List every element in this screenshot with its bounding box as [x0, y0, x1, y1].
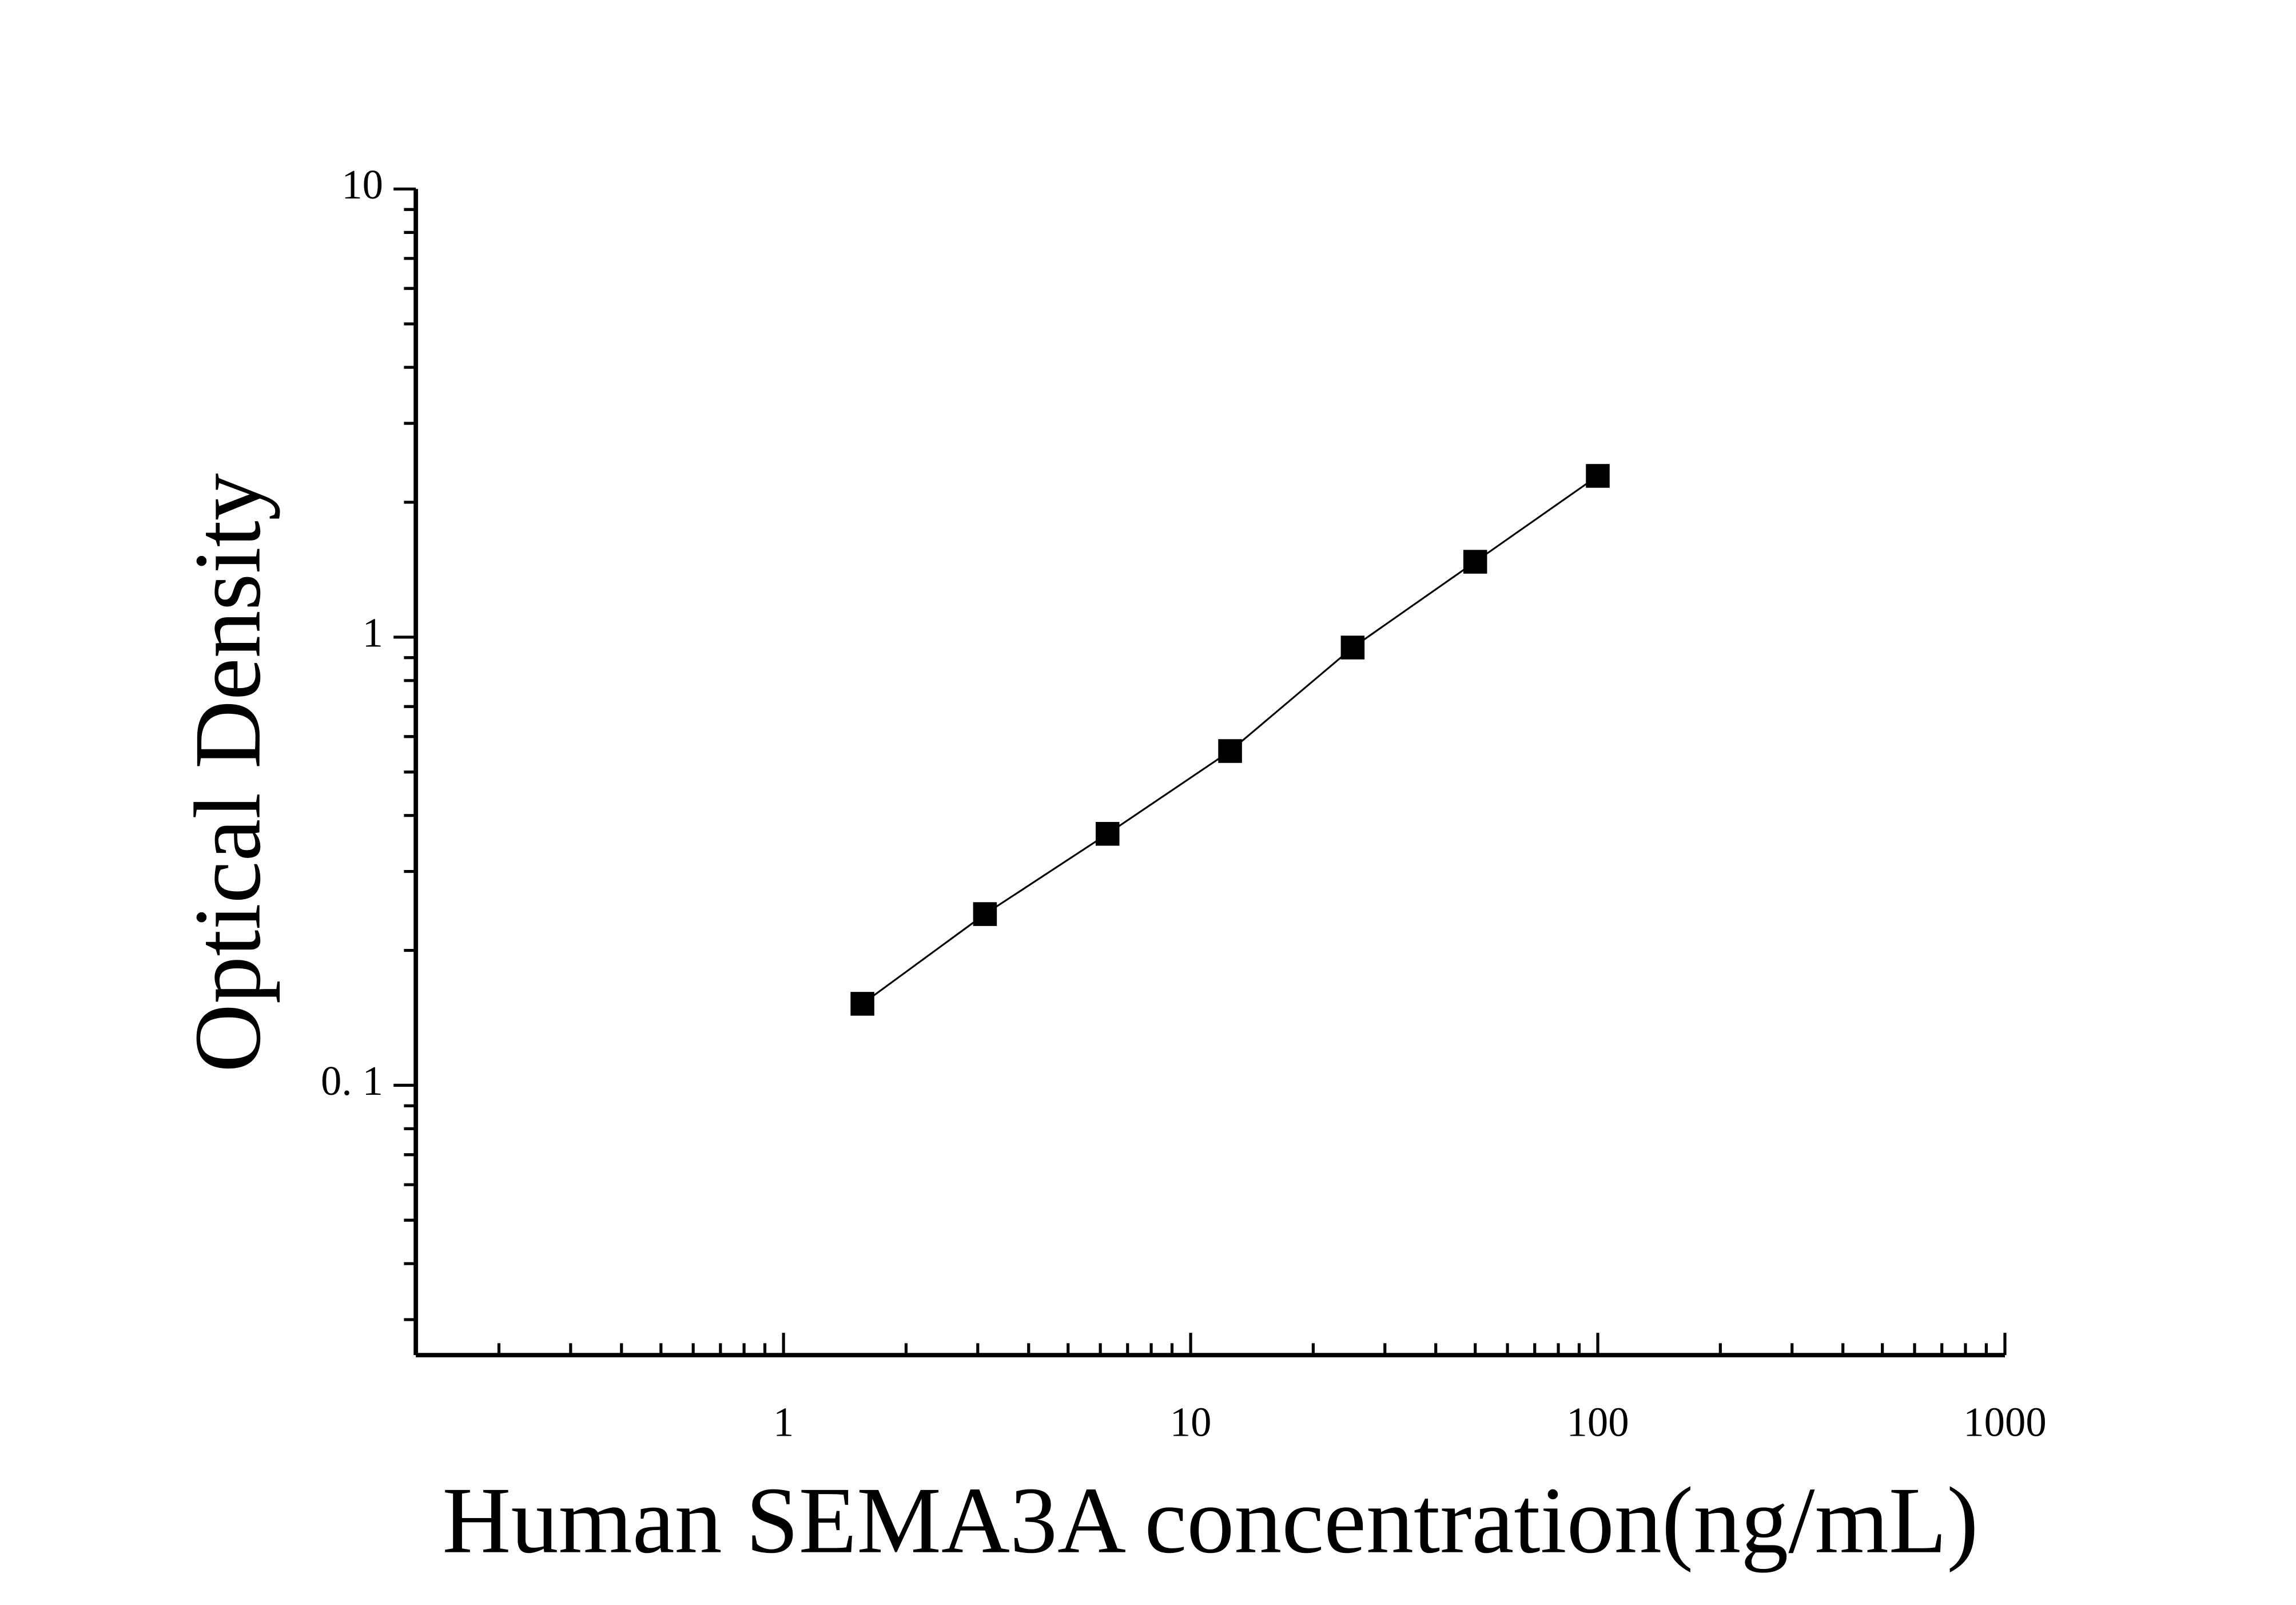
data-point	[1095, 822, 1120, 846]
data-point	[1340, 635, 1365, 660]
data-point	[850, 992, 874, 1016]
y-tick-label: 10	[341, 161, 383, 208]
x-tick-label: 1000	[1963, 1399, 2046, 1445]
y-axis-title: Optical Density	[175, 473, 280, 1072]
data-point	[973, 902, 997, 926]
y-tick-label: 1	[363, 610, 383, 656]
data-point	[1463, 550, 1487, 574]
x-tick-label: 10	[1170, 1399, 1212, 1445]
x-axis-title: Human SEMA3A concentration(ng/mL)	[442, 1468, 1978, 1573]
data-point	[1218, 739, 1242, 763]
data-point	[1586, 464, 1610, 488]
x-tick-label: 1	[773, 1399, 794, 1445]
y-tick-label: 0. 1	[321, 1058, 383, 1104]
x-tick-label: 100	[1566, 1399, 1629, 1445]
